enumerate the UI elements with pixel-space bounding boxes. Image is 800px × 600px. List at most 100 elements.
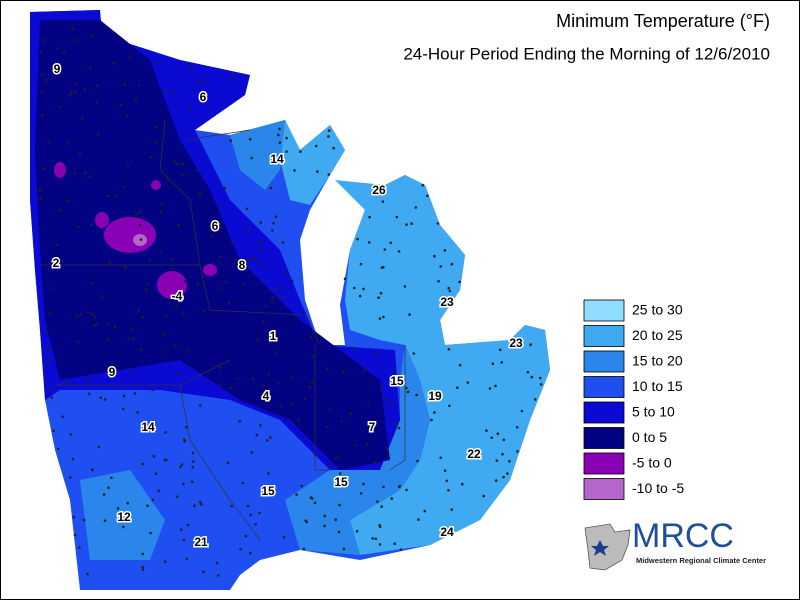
legend-swatch: [583, 299, 625, 322]
station-dot: [160, 202, 163, 206]
station-dot: [107, 194, 110, 198]
station-dot: [539, 383, 543, 386]
station-dot: [140, 348, 143, 352]
station-dot: [69, 91, 73, 94]
station-dot: [198, 500, 202, 504]
station-dot: [291, 402, 294, 406]
logo-full-name: Midwestern Regional Climate Center: [636, 556, 766, 565]
station-dot: [122, 185, 125, 189]
station-dot: [353, 286, 356, 290]
station-dot: [152, 454, 156, 458]
station-dot: [291, 420, 294, 424]
station-dot: [515, 426, 519, 429]
station-dot: [506, 472, 509, 475]
station-dot: [373, 461, 377, 464]
station-dot: [458, 280, 461, 284]
station-dot: [341, 370, 345, 374]
station-dot: [107, 323, 110, 326]
station-dot: [71, 27, 74, 31]
station-dot: [314, 453, 317, 457]
station-dot: [141, 568, 145, 571]
legend-label: 20 to 25: [632, 327, 683, 343]
station-dot: [154, 472, 158, 476]
station-dot: [122, 525, 125, 529]
station-dot: [230, 241, 234, 245]
station-dot: [414, 206, 418, 209]
station-dot: [82, 518, 86, 522]
station-dot: [270, 299, 274, 303]
station-dot: [84, 171, 87, 175]
station-dot: [458, 363, 462, 367]
station-dot: [393, 542, 397, 545]
station-dot: [42, 167, 45, 170]
station-dot: [256, 338, 260, 342]
station-dot: [327, 173, 331, 176]
subtitle: 24-Hour Period Ending the Morning of 12/…: [403, 44, 770, 63]
station-dot: [180, 528, 183, 531]
zone: [80, 470, 165, 560]
legend-swatch: [583, 452, 625, 475]
station-dot: [448, 289, 452, 293]
station-dot: [182, 438, 186, 442]
station-dot: [258, 240, 262, 243]
station-dot: [323, 524, 326, 528]
station-dot: [397, 250, 401, 253]
station-dot: [137, 84, 141, 87]
station-dot: [72, 515, 76, 519]
station-dot: [326, 367, 329, 370]
station-dot: [267, 472, 270, 475]
station-dot: [133, 392, 137, 395]
station-dot: [398, 484, 402, 488]
station-dot: [433, 411, 436, 414]
station-dot: [163, 89, 166, 93]
station-dot: [203, 81, 206, 84]
station-dot: [61, 415, 64, 419]
zone: [203, 264, 217, 276]
station-dot: [328, 408, 332, 412]
station-dot: [436, 222, 440, 225]
legend-label: -10 to -5: [632, 480, 684, 496]
station-dot: [359, 262, 363, 266]
station-dot: [113, 325, 117, 328]
station-dot: [501, 452, 504, 456]
station-dot: [174, 344, 177, 348]
station-value: 1: [270, 329, 277, 343]
station-dot: [356, 237, 359, 241]
station-dot: [243, 283, 246, 286]
station-dot: [359, 492, 363, 495]
station-dot: [44, 362, 48, 366]
station-dot: [196, 169, 199, 172]
state-border: [40, 119, 406, 541]
station-dot: [202, 570, 205, 573]
station-dot: [338, 472, 342, 475]
station-dot: [131, 338, 135, 341]
station-dot: [163, 560, 167, 563]
station-dot: [229, 139, 232, 142]
station-dot: [241, 481, 245, 485]
station-dot: [79, 312, 82, 316]
station-dot: [190, 480, 194, 484]
station-dot: [226, 461, 230, 465]
station-dot: [243, 263, 246, 266]
station-dot: [108, 261, 111, 264]
station-dot: [280, 295, 283, 299]
station-dot: [163, 333, 166, 337]
station-dot: [134, 98, 138, 101]
station-dot: [127, 336, 130, 340]
station-dot: [110, 476, 113, 480]
station-dot: [77, 340, 80, 344]
station-dot: [259, 221, 263, 224]
station-dot: [230, 504, 234, 508]
station-dot: [228, 386, 232, 390]
station-dot: [145, 288, 148, 291]
station-dot: [130, 328, 134, 331]
station-dot: [86, 310, 90, 314]
station-dot: [277, 133, 280, 137]
station-dot: [323, 514, 327, 518]
station-dot: [466, 381, 470, 384]
station-dot: [227, 301, 231, 304]
station-dot: [381, 200, 385, 203]
station-dot: [378, 525, 382, 529]
station-dot: [180, 463, 184, 466]
station-dot: [382, 485, 385, 489]
